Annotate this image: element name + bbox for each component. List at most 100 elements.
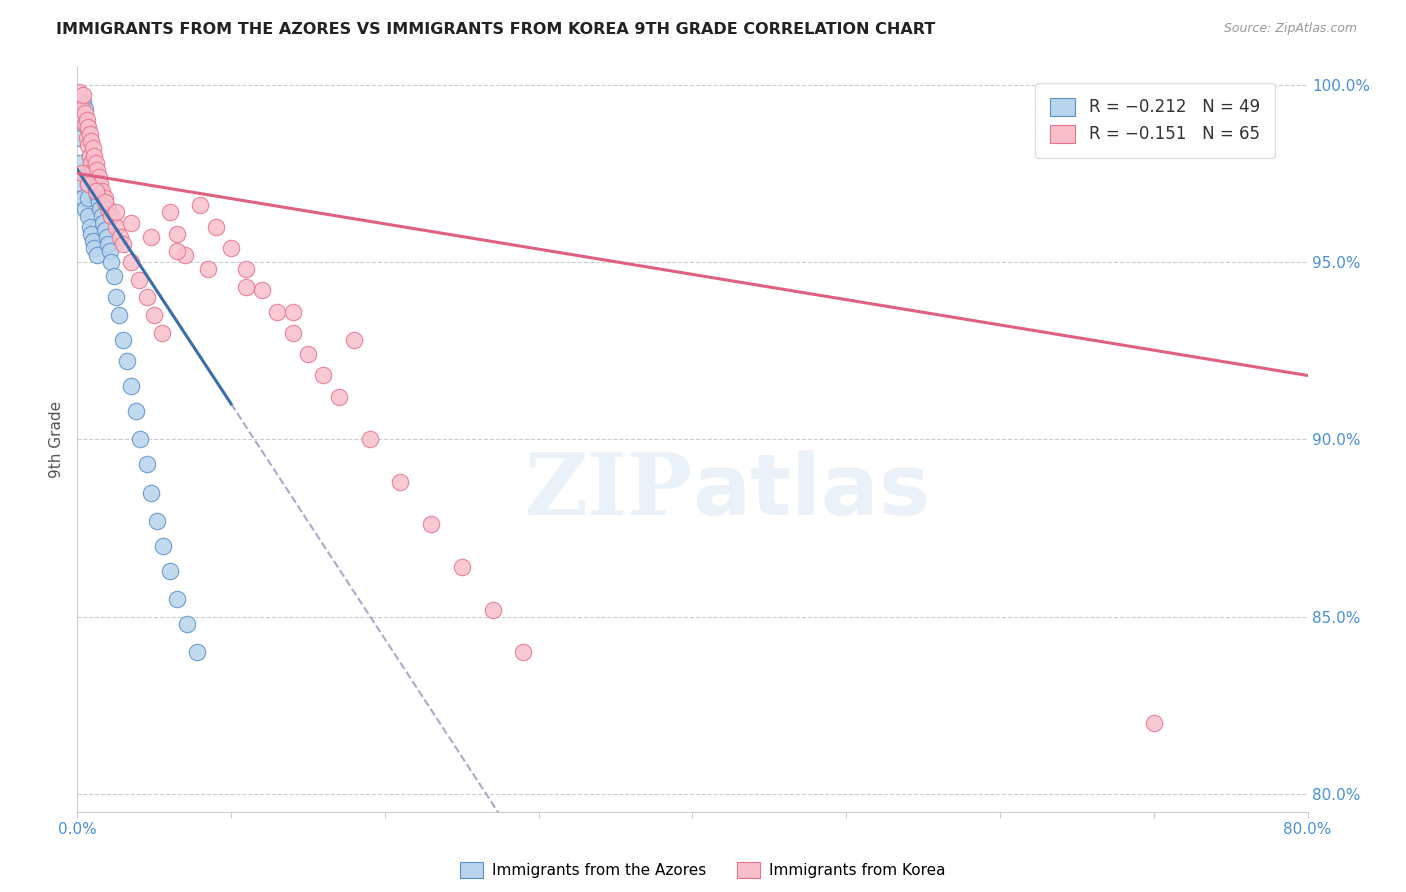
Point (186, 645, 208, 659)
Point (141, 485, 163, 500)
Point (512, 645, 534, 659)
Point (359, 432, 381, 446)
Point (80, 227, 103, 241)
Point (281, 326, 304, 340)
Point (159, 205, 181, 219)
Point (219, 241, 242, 255)
Point (77, 120, 100, 135)
Point (67, 85, 90, 99)
Point (79, 148, 101, 162)
Point (86, 187, 108, 202)
Point (481, 602, 503, 616)
Point (120, 379, 142, 393)
Point (112, 333, 135, 347)
Point (96, 230, 118, 244)
Point (79, 219, 101, 234)
Point (188, 198, 212, 212)
Point (166, 227, 188, 241)
Point (141, 230, 163, 244)
Point (77, 177, 100, 191)
Point (84, 184, 107, 198)
Point (159, 564, 181, 578)
Text: atlas: atlas (693, 450, 931, 533)
Point (86, 162, 108, 177)
Point (73, 202, 96, 216)
Point (450, 560, 472, 574)
Point (235, 262, 257, 277)
Y-axis label: 9th Grade: 9th Grade (49, 401, 65, 478)
Point (69, 95, 91, 110)
Point (84, 180, 107, 194)
Point (80, 135, 103, 149)
Point (120, 216, 142, 230)
Point (166, 591, 188, 606)
Text: Source: ZipAtlas.com: Source: ZipAtlas.com (1223, 22, 1357, 36)
Point (86, 248, 108, 262)
Point (94, 191, 117, 205)
Point (110, 230, 132, 244)
Point (420, 517, 443, 532)
Point (343, 333, 366, 347)
Point (89, 202, 111, 216)
Point (281, 304, 304, 318)
Point (250, 284, 273, 298)
Point (94, 223, 117, 237)
Point (73, 106, 96, 120)
Text: IMMIGRANTS FROM THE AZORES VS IMMIGRANTS FROM KOREA 9TH GRADE CORRELATION CHART: IMMIGRANTS FROM THE AZORES VS IMMIGRANTS… (56, 22, 935, 37)
Point (79, 128, 101, 142)
Point (72, 191, 94, 205)
Point (125, 404, 148, 418)
Point (70, 166, 93, 180)
Point (104, 290, 127, 304)
Point (120, 255, 142, 269)
Point (72, 88, 94, 103)
Point (128, 273, 150, 287)
Point (297, 347, 319, 361)
Point (76, 113, 98, 128)
Point (70, 177, 93, 191)
Text: ZIP: ZIP (524, 450, 693, 533)
Point (104, 205, 127, 219)
Point (104, 219, 127, 234)
Point (82, 141, 104, 155)
Point (100, 209, 122, 223)
Point (312, 368, 335, 383)
Point (80, 155, 103, 169)
Point (235, 280, 257, 294)
Point (1143, 716, 1166, 731)
Point (204, 219, 226, 234)
Point (166, 244, 188, 259)
Point (150, 326, 173, 340)
Point (146, 514, 169, 528)
Point (90, 184, 114, 198)
Point (98, 244, 121, 259)
Point (73, 117, 96, 131)
Point (174, 248, 197, 262)
Legend: R = −0.212   N = 49, R = −0.151   N = 65: R = −0.212 N = 49, R = −0.151 N = 65 (1035, 83, 1275, 159)
Point (328, 390, 350, 404)
Point (112, 237, 135, 252)
Point (84, 155, 107, 169)
Point (77, 209, 100, 223)
Point (73, 103, 96, 117)
Point (77, 177, 100, 191)
Point (79, 148, 101, 162)
Point (103, 269, 125, 284)
Point (87, 194, 110, 209)
Point (135, 457, 157, 471)
Point (129, 432, 152, 446)
Point (197, 262, 219, 277)
Point (76, 131, 98, 145)
Point (82, 234, 104, 248)
Point (115, 354, 138, 368)
Point (82, 166, 104, 180)
Point (76, 166, 98, 180)
Point (69, 131, 91, 145)
Point (83, 173, 105, 187)
Point (100, 255, 122, 269)
Point (94, 194, 117, 209)
Point (97, 202, 120, 216)
Point (77, 137, 100, 152)
Point (69, 155, 91, 169)
Point (389, 475, 412, 489)
